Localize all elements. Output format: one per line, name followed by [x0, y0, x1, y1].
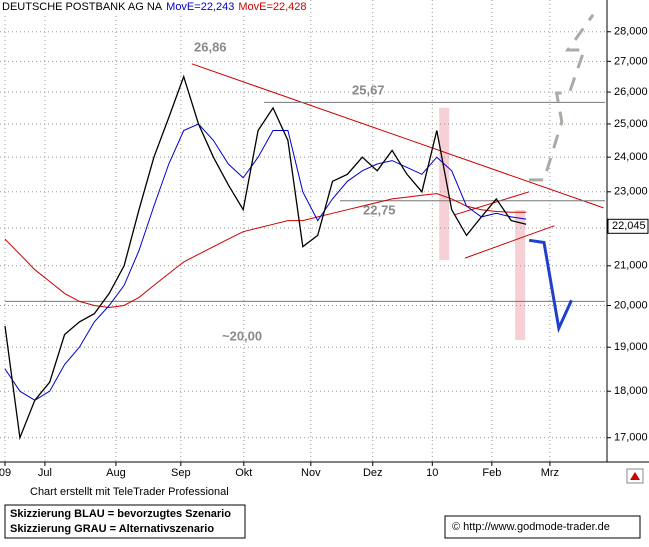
x-tick-label: Feb	[482, 467, 501, 479]
annotation: 26,86	[194, 39, 227, 54]
source: © http://www.godmode-trader.de	[452, 521, 610, 533]
chart-title: DEUTSCHE POSTBANK AG NA	[2, 1, 163, 13]
y-tick-label: 19,000	[614, 341, 648, 353]
note-box	[4, 504, 246, 539]
y-tick-label: 21,000	[614, 260, 648, 272]
series-line	[4, 193, 527, 309]
highlight	[515, 210, 526, 340]
x-tick-label: Jul	[38, 467, 52, 479]
highlight	[439, 107, 450, 261]
annotation: 22,75	[363, 202, 396, 217]
title-bg	[0, 0, 270, 14]
note: Skizzierung GRAU = Alternativszenario	[10, 523, 214, 535]
legend-entry: MovE=22,428	[238, 1, 306, 13]
x-tick-label: Mrz	[541, 467, 559, 479]
y-tick-label: 20,000	[614, 299, 648, 311]
x-tick-label: Aug	[106, 467, 126, 479]
x-tick-label: 09	[0, 467, 11, 479]
x-tick-label: Dez	[363, 467, 383, 479]
x-tick-label: Nov	[301, 467, 321, 479]
logo-mark	[630, 472, 640, 480]
y-tick-label: 17,000	[614, 432, 648, 444]
last-price-label: 22,045	[612, 220, 646, 232]
source-box	[444, 515, 641, 539]
y-tick-label: 24,000	[614, 151, 648, 163]
y-tick-label: 27,000	[614, 55, 648, 67]
series-line	[4, 74, 527, 441]
series-line	[4, 123, 527, 401]
credit: Chart erstellt mit TeleTrader Profession…	[30, 486, 229, 498]
annotation: 25,67	[352, 82, 385, 97]
x-tick-label: 10	[426, 467, 438, 479]
x-tick-label: Okt	[235, 467, 252, 479]
x-tick-label: Sep	[171, 467, 191, 479]
trend-line	[191, 63, 604, 209]
y-tick-label: 25,000	[614, 118, 648, 130]
y-tick-label: 18,000	[614, 385, 648, 397]
trend-line	[529, 13, 595, 182]
trend-line	[528, 238, 573, 334]
last-price-box	[607, 218, 649, 234]
annotation: ~20,00	[222, 328, 262, 343]
legend-entry: MovE=22,243	[166, 1, 234, 13]
y-tick-label: 28,000	[614, 26, 648, 38]
note: Skizzierung BLAU = bevorzugtes Szenario	[10, 508, 231, 520]
trend-line	[464, 225, 555, 259]
y-tick-label: 26,000	[614, 86, 648, 98]
y-tick-label: 23,000	[614, 186, 648, 198]
